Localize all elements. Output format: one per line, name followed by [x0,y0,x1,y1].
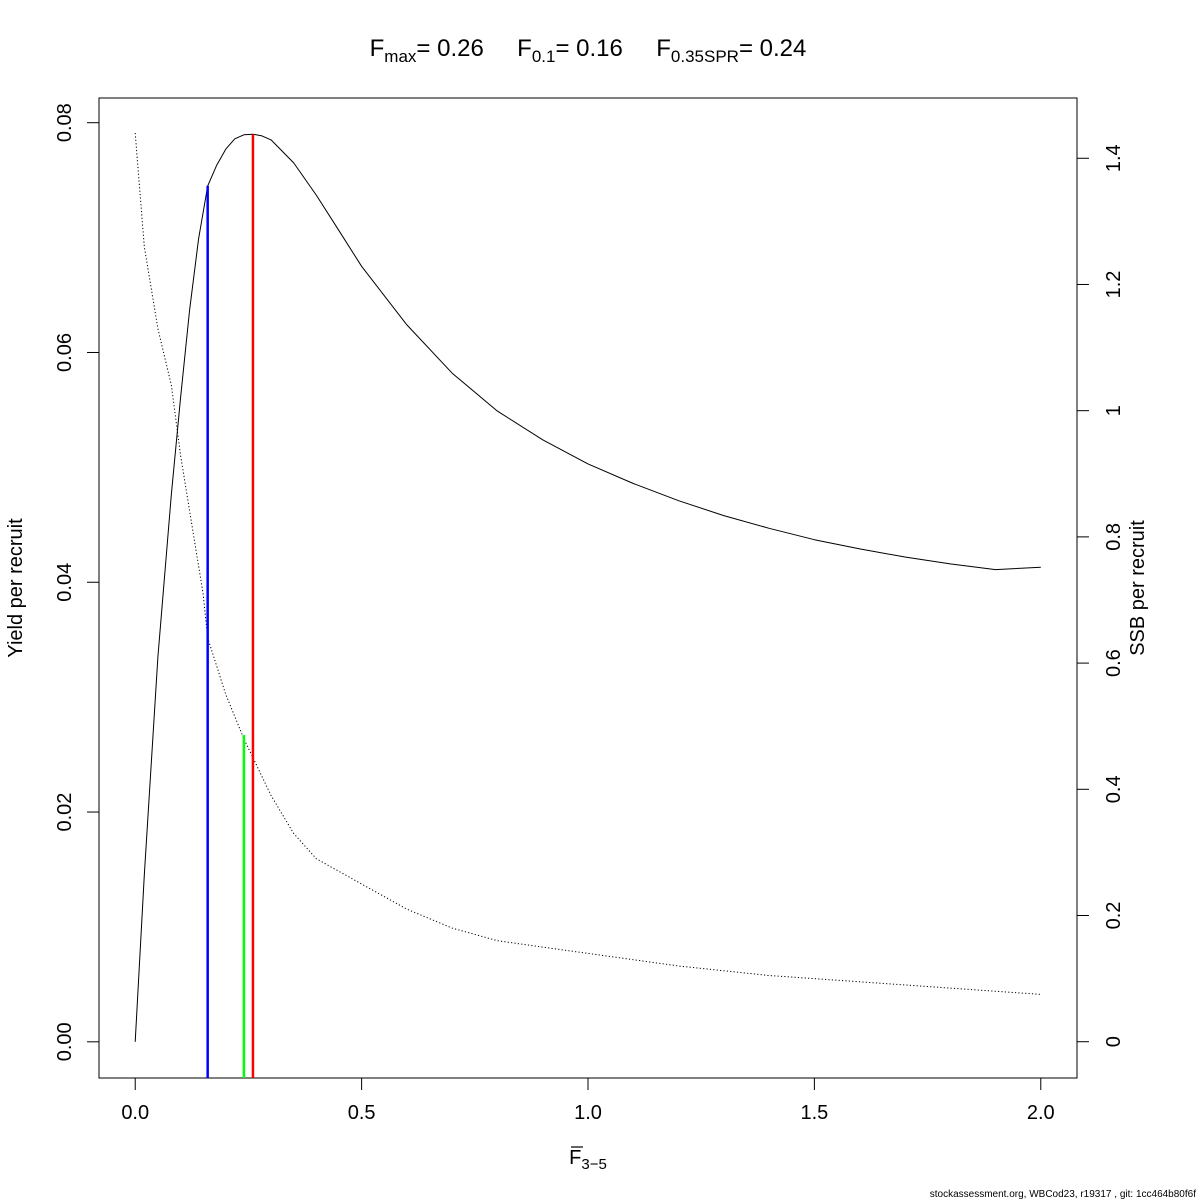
y-right-tick-label: 1.4 [1103,144,1125,172]
y-axis-right: 0 0.2 0.4 0.6 0.8 1 1.2 1.4 [1077,144,1125,1047]
y-right-tick-label: 1 [1103,405,1125,416]
y-right-tick-label: 0.8 [1103,523,1125,551]
reference-lines [206,134,255,1078]
y-left-tick-label: 0.04 [54,563,76,602]
chart-title: Fmax= 0.26 F0.1= 0.16 F0.35SPR= 0.24 [370,35,807,66]
y-right-tick-label: 0 [1103,1036,1125,1047]
x-axis-title: F3−5 [569,1146,607,1173]
y-left-tick-label: 0.02 [54,793,76,832]
title-text: Fmax= 0.26 F0.1= 0.16 F0.35SPR= 0.24 [370,35,807,66]
y-axis-left-title: Yield per recruit [5,518,27,658]
ssb-per-recruit-line [134,132,1041,995]
y-right-tick-label: 0.6 [1103,649,1125,677]
y-axis-left: 0.00 0.02 0.04 0.06 0.08 [54,103,99,1061]
x-tick-label: 1.0 [574,1102,602,1124]
x-tick-label: 1.5 [800,1102,828,1124]
x-tick-label: 0.5 [348,1102,376,1124]
y-right-tick-label: 0.2 [1103,902,1125,930]
x-tick-label: 0.0 [121,1102,149,1124]
yield-per-recruit-line [134,133,1041,1042]
series-group [134,132,1041,1042]
footer-text: stockassessment.org, WBCod23, r19317 , g… [930,1189,1196,1200]
x-tick-label: 2.0 [1027,1102,1055,1124]
y-right-tick-label: 0.4 [1103,775,1125,803]
x-axis-title-text: F3−5 [569,1147,607,1173]
x-axis: 0.0 0.5 1.0 1.5 2.0 [121,1077,1055,1124]
y-left-tick-label: 0.08 [54,103,76,142]
y-axis-right-title: SSB per recruit [1127,520,1149,656]
y-right-tick-label: 1.2 [1103,271,1125,299]
y-left-tick-label: 0.06 [54,333,76,372]
y-left-tick-label: 0.00 [54,1022,76,1061]
plot-frame [98,97,1078,1079]
